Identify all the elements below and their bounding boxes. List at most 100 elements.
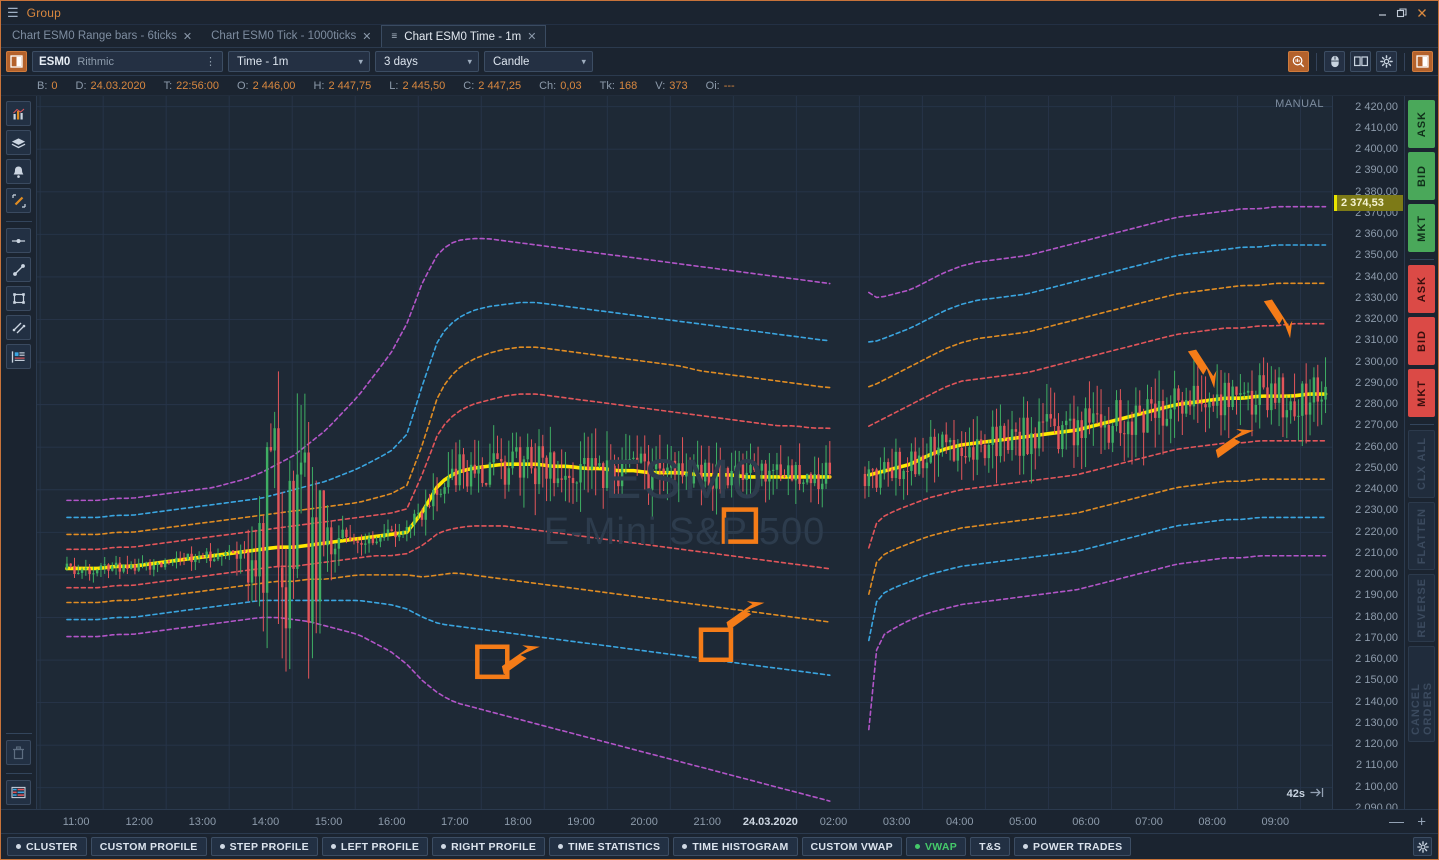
status-dot-icon bbox=[558, 844, 564, 849]
price-axis[interactable]: 2 420,00 2 410,00 2 400,00 2 390,00 2 380,00… bbox=[1332, 96, 1404, 814]
price-tick: 2 300,00 bbox=[1355, 355, 1398, 368]
chip-power-trades[interactable]: POWER TRADES bbox=[1014, 837, 1132, 856]
sell-ask-button[interactable]: ASK bbox=[1408, 265, 1435, 313]
arrow-up-2[interactable] bbox=[724, 591, 765, 639]
draw-pencil-icon[interactable] bbox=[6, 188, 31, 213]
restore-icon[interactable] bbox=[1392, 3, 1412, 23]
time-tick: 08:00 bbox=[1198, 815, 1226, 828]
rectangle-icon[interactable] bbox=[6, 286, 31, 311]
period-value: 3 days bbox=[384, 55, 418, 68]
tab-range-bars[interactable]: Chart ESM0 Range bars - 6ticks ✕ bbox=[3, 25, 202, 47]
info-key: T: bbox=[163, 79, 173, 92]
charttype-select[interactable]: Candle ▾ bbox=[484, 51, 593, 72]
time-axis[interactable]: — + 11:00 12:00 13:00 14:00 15:00 16:00 17:00 1… bbox=[1, 809, 1438, 833]
band-line bbox=[66, 244, 1327, 519]
chip-cluster[interactable]: CLUSTER bbox=[7, 837, 87, 856]
horizontal-line-icon[interactable] bbox=[6, 228, 31, 253]
arrow-up-3[interactable] bbox=[1213, 419, 1254, 467]
time-tick: 15:00 bbox=[314, 815, 343, 828]
parallel-lines-icon[interactable] bbox=[6, 315, 31, 340]
jump-to-end-icon[interactable] bbox=[1310, 787, 1324, 801]
sell-mkt-button[interactable]: MKT bbox=[1408, 369, 1435, 417]
right-panel-toggle-icon[interactable] bbox=[1412, 51, 1433, 72]
info-open: O: 2 446,00 bbox=[237, 80, 295, 92]
mouse-icon[interactable] bbox=[1324, 51, 1345, 72]
gear-icon[interactable] bbox=[1376, 51, 1397, 72]
chip-custom-profile[interactable]: CUSTOM PROFILE bbox=[90, 837, 207, 856]
chip-time-statistics[interactable]: TIME STATISTICS bbox=[549, 837, 670, 856]
tab-label: Chart ESM0 Time - 1m bbox=[404, 30, 522, 43]
signal-box-1[interactable] bbox=[475, 644, 510, 680]
signal-box-2[interactable] bbox=[698, 627, 734, 663]
buy-ask-button[interactable]: ASK bbox=[1408, 100, 1435, 148]
minimize-icon[interactable] bbox=[1372, 3, 1392, 23]
buy-mkt-button[interactable]: MKT bbox=[1408, 204, 1435, 252]
close-icon[interactable] bbox=[1412, 3, 1432, 23]
period-select[interactable]: 3 days ▾ bbox=[375, 51, 479, 72]
indicators-icon[interactable] bbox=[6, 101, 31, 126]
zoom-out-button[interactable]: — bbox=[1389, 813, 1404, 830]
tab-close-icon[interactable]: ✕ bbox=[527, 31, 537, 43]
price-tick: 2 280,00 bbox=[1355, 398, 1398, 411]
timeframe-select[interactable]: Time - 1m ▾ bbox=[228, 51, 370, 72]
chevron-down-icon: ▾ bbox=[358, 56, 363, 66]
info-key: L: bbox=[389, 79, 399, 92]
chip-left-profile[interactable]: LEFT PROFILE bbox=[321, 837, 429, 856]
chart-annotations[interactable] bbox=[475, 296, 1303, 683]
buy-bid-button[interactable]: BID bbox=[1408, 152, 1435, 200]
window-menu-icon[interactable]: ☰ bbox=[7, 5, 19, 20]
price-tick: 2 290,00 bbox=[1355, 376, 1398, 389]
flatten-button[interactable]: FLATTEN bbox=[1408, 502, 1435, 570]
price-tick: 2 250,00 bbox=[1355, 461, 1398, 474]
split-view-icon[interactable] bbox=[1350, 51, 1371, 72]
chip-t-s[interactable]: T&S bbox=[970, 837, 1011, 856]
info-value: 2 447,75 bbox=[328, 79, 372, 92]
cancel-orders-label: CANCEL ORDERS bbox=[1409, 681, 1434, 735]
tab-menu-icon[interactable]: ≡ bbox=[391, 31, 398, 42]
info-low: L: 2 445,50 bbox=[389, 80, 445, 92]
tab-close-icon[interactable]: ✕ bbox=[182, 30, 193, 43]
chip-custom-vwap[interactable]: CUSTOM VWAP bbox=[801, 837, 902, 856]
text-note-icon[interactable] bbox=[6, 344, 31, 369]
tab-tick[interactable]: Chart ESM0 Tick - 1000ticks ✕ bbox=[202, 25, 381, 47]
magnifier-chart-icon[interactable] bbox=[1288, 51, 1309, 72]
tab-close-icon[interactable]: ✕ bbox=[362, 30, 372, 43]
cancel-orders-button[interactable]: CANCEL ORDERS bbox=[1408, 646, 1435, 742]
reverse-button[interactable]: REVERSE bbox=[1408, 574, 1435, 642]
buy-bid-label: BID bbox=[1415, 165, 1428, 187]
signal-box-3[interactable] bbox=[721, 507, 759, 544]
time-tick: 07:00 bbox=[1135, 815, 1163, 828]
chip-time-histogram[interactable]: TIME HISTOGRAM bbox=[673, 837, 798, 856]
alert-bell-icon[interactable] bbox=[6, 159, 31, 184]
chip-step-profile[interactable]: STEP PROFILE bbox=[210, 837, 318, 856]
panel-split-icon[interactable] bbox=[6, 51, 27, 72]
price-tick: 2 260,00 bbox=[1355, 440, 1398, 453]
price-tick: 2 350,00 bbox=[1355, 249, 1398, 262]
gear-icon[interactable] bbox=[1413, 837, 1432, 856]
price-chart-svg[interactable] bbox=[37, 96, 1332, 809]
tab-time-1m[interactable]: ≡ Chart ESM0 Time - 1m ✕ bbox=[381, 25, 547, 47]
chip-label: STEP PROFILE bbox=[229, 840, 309, 853]
chip-vwap[interactable]: VWAP bbox=[905, 837, 967, 856]
arrow-up-1[interactable] bbox=[499, 635, 540, 683]
chart-body: ESM0 E-Mini S&P 500 MANUAL 42s 2 420,00 2… bbox=[1, 96, 1438, 814]
chart-canvas[interactable]: ESM0 E-Mini S&P 500 MANUAL 42s bbox=[37, 96, 1332, 809]
arrow-down-1[interactable] bbox=[1178, 346, 1227, 389]
chip-right-profile[interactable]: RIGHT PROFILE bbox=[432, 837, 546, 856]
trend-line-icon[interactable] bbox=[6, 257, 31, 282]
price-tick: 2 390,00 bbox=[1355, 164, 1398, 177]
delete-trash-icon[interactable] bbox=[6, 740, 31, 765]
price-tick: 2 220,00 bbox=[1355, 525, 1398, 538]
info-value: 2 447,25 bbox=[478, 79, 522, 92]
info-time: T: 22:56:00 bbox=[164, 80, 219, 92]
layers-icon[interactable] bbox=[6, 130, 31, 155]
sell-bid-button[interactable]: BID bbox=[1408, 317, 1435, 365]
arrow-down-2[interactable] bbox=[1254, 296, 1303, 339]
chip-label: CUSTOM VWAP bbox=[810, 840, 893, 853]
instrument-selector[interactable]: ESM0 Rithmic ⋮ bbox=[32, 51, 223, 72]
data-table-icon[interactable] bbox=[6, 780, 31, 805]
instrument-more-icon[interactable]: ⋮ bbox=[205, 56, 216, 68]
zoom-in-button[interactable]: + bbox=[1417, 813, 1426, 830]
clx-all-button[interactable]: CLX ALL bbox=[1408, 430, 1435, 498]
